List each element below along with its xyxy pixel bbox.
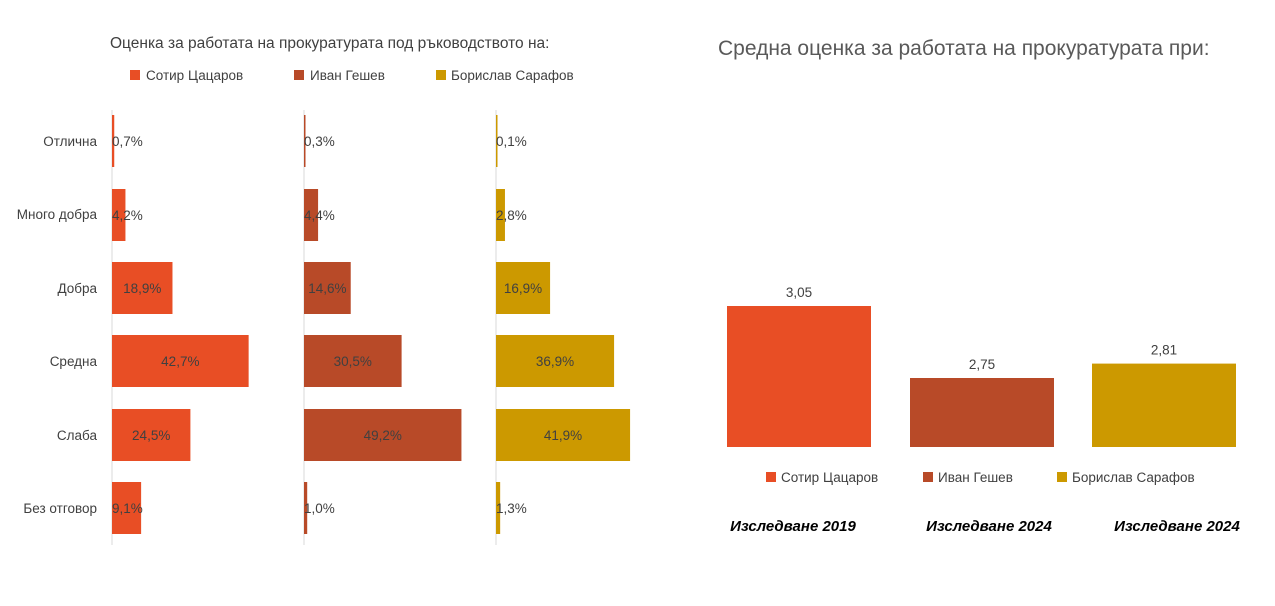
data-label: 14,6% xyxy=(308,281,346,296)
data-label: 49,2% xyxy=(364,428,402,443)
bar-geshev xyxy=(304,482,308,534)
bar-sarafov xyxy=(1092,363,1236,447)
right-legend-swatch-tsatsarov xyxy=(766,472,776,482)
category-label: Добра xyxy=(57,281,97,296)
bar-sarafov xyxy=(496,189,505,241)
right-legend-label-tsatsarov: Сотир Цацаров xyxy=(781,470,878,485)
category-label: Без отговор xyxy=(23,501,97,516)
left-legend-item-tsatsarov: Сотир Цацаров xyxy=(130,68,243,83)
bar-sarafov xyxy=(496,262,551,314)
left-legend-item-sarafov: Борислав Сарафов xyxy=(436,68,574,83)
category-label: Слаба xyxy=(57,428,98,443)
category-label: Отлична xyxy=(43,134,97,149)
bar-tsatsarov xyxy=(112,115,115,167)
bar-tsatsarov xyxy=(112,189,126,241)
bar-geshev xyxy=(304,189,319,241)
data-label: 36,9% xyxy=(536,354,574,369)
right-subtitles: Изследване 2019 Изследване 2024 Изследва… xyxy=(730,518,1240,535)
right-legend-swatch-geshev xyxy=(923,472,933,482)
bar-tsatsarov xyxy=(112,262,173,314)
bar-tsatsarov xyxy=(112,335,249,387)
data-label: 41,9% xyxy=(544,428,582,443)
left-category-labels: Отлична Много добра Добра Средна Слаба Б… xyxy=(17,134,98,516)
left-legend-label-geshev: Иван Гешев xyxy=(310,68,385,83)
bar-tsatsarov xyxy=(727,306,871,447)
data-label: 42,7% xyxy=(161,354,199,369)
data-label: 24,5% xyxy=(132,428,170,443)
data-label: 18,9% xyxy=(123,281,161,296)
left-chart-title: Оценка за работата на прокуратурата под … xyxy=(110,35,549,52)
left-legend-swatch-geshev xyxy=(294,70,304,80)
bar-sarafov xyxy=(496,335,615,387)
data-label: 2,75 xyxy=(969,357,995,372)
data-label: 9,1% xyxy=(112,501,143,516)
right-legend-swatch-sarafov xyxy=(1057,472,1067,482)
bar-geshev xyxy=(304,262,351,314)
data-label: 2,81 xyxy=(1151,343,1177,358)
data-label: 1,0% xyxy=(304,501,335,516)
left-legend-swatch-sarafov xyxy=(436,70,446,80)
right-chart: Средна оценка за работата на прокуратура… xyxy=(718,37,1240,535)
survey-label: Изследване 2019 xyxy=(730,518,856,535)
category-label: Средна xyxy=(50,354,98,369)
bar-sarafov xyxy=(496,409,631,461)
data-label: 4,2% xyxy=(112,208,143,223)
survey-label: Изследване 2024 xyxy=(1114,518,1240,535)
data-label: 3,05 xyxy=(786,285,812,300)
bar-geshev xyxy=(910,378,1054,447)
right-legend-label-sarafov: Борислав Сарафов xyxy=(1072,470,1195,485)
data-label: 0,7% xyxy=(112,134,143,149)
survey-label: Изследване 2024 xyxy=(926,518,1052,535)
data-label: 2,8% xyxy=(496,208,527,223)
right-legend-item-tsatsarov: Сотир Цацаров xyxy=(766,470,878,485)
bar-geshev xyxy=(304,335,402,387)
left-bars: 0,7% 4,2% 18,9% 42,7% 24,5% 9,1% 0,3% 4,4% 14,6%… xyxy=(112,115,631,534)
left-legend-label-sarafov: Борислав Сарафов xyxy=(451,68,574,83)
bar-tsatsarov xyxy=(112,409,191,461)
left-legend-item-geshev: Иван Гешев xyxy=(294,68,385,83)
bar-geshev xyxy=(304,115,306,167)
bar-sarafov xyxy=(496,482,501,534)
right-legend: Сотир Цацаров Иван Гешев Борислав Сарафо… xyxy=(766,470,1195,485)
data-label: 0,3% xyxy=(304,134,335,149)
right-bars: 3,05 2,75 2,81 xyxy=(727,285,1236,447)
bar-tsatsarov xyxy=(112,482,142,534)
category-label: Много добра xyxy=(17,207,98,222)
right-legend-label-geshev: Иван Гешев xyxy=(938,470,1013,485)
data-label: 30,5% xyxy=(334,354,372,369)
left-legend-swatch-tsatsarov xyxy=(130,70,140,80)
data-label: 0,1% xyxy=(496,134,527,149)
right-legend-item-sarafov: Борислав Сарафов xyxy=(1057,470,1195,485)
data-label: 1,3% xyxy=(496,501,527,516)
left-legend-label-tsatsarov: Сотир Цацаров xyxy=(146,68,243,83)
data-label: 16,9% xyxy=(504,281,542,296)
right-legend-item-geshev: Иван Гешев xyxy=(923,470,1013,485)
left-chart: Оценка за работата на прокуратурата под … xyxy=(17,35,631,545)
bar-geshev xyxy=(304,409,462,461)
right-chart-title: Средна оценка за работата на прокуратура… xyxy=(718,37,1210,60)
left-legend: Сотир Цацаров Иван Гешев Борислав Сарафо… xyxy=(130,68,574,83)
data-label: 4,4% xyxy=(304,208,335,223)
bar-sarafov xyxy=(496,115,498,167)
